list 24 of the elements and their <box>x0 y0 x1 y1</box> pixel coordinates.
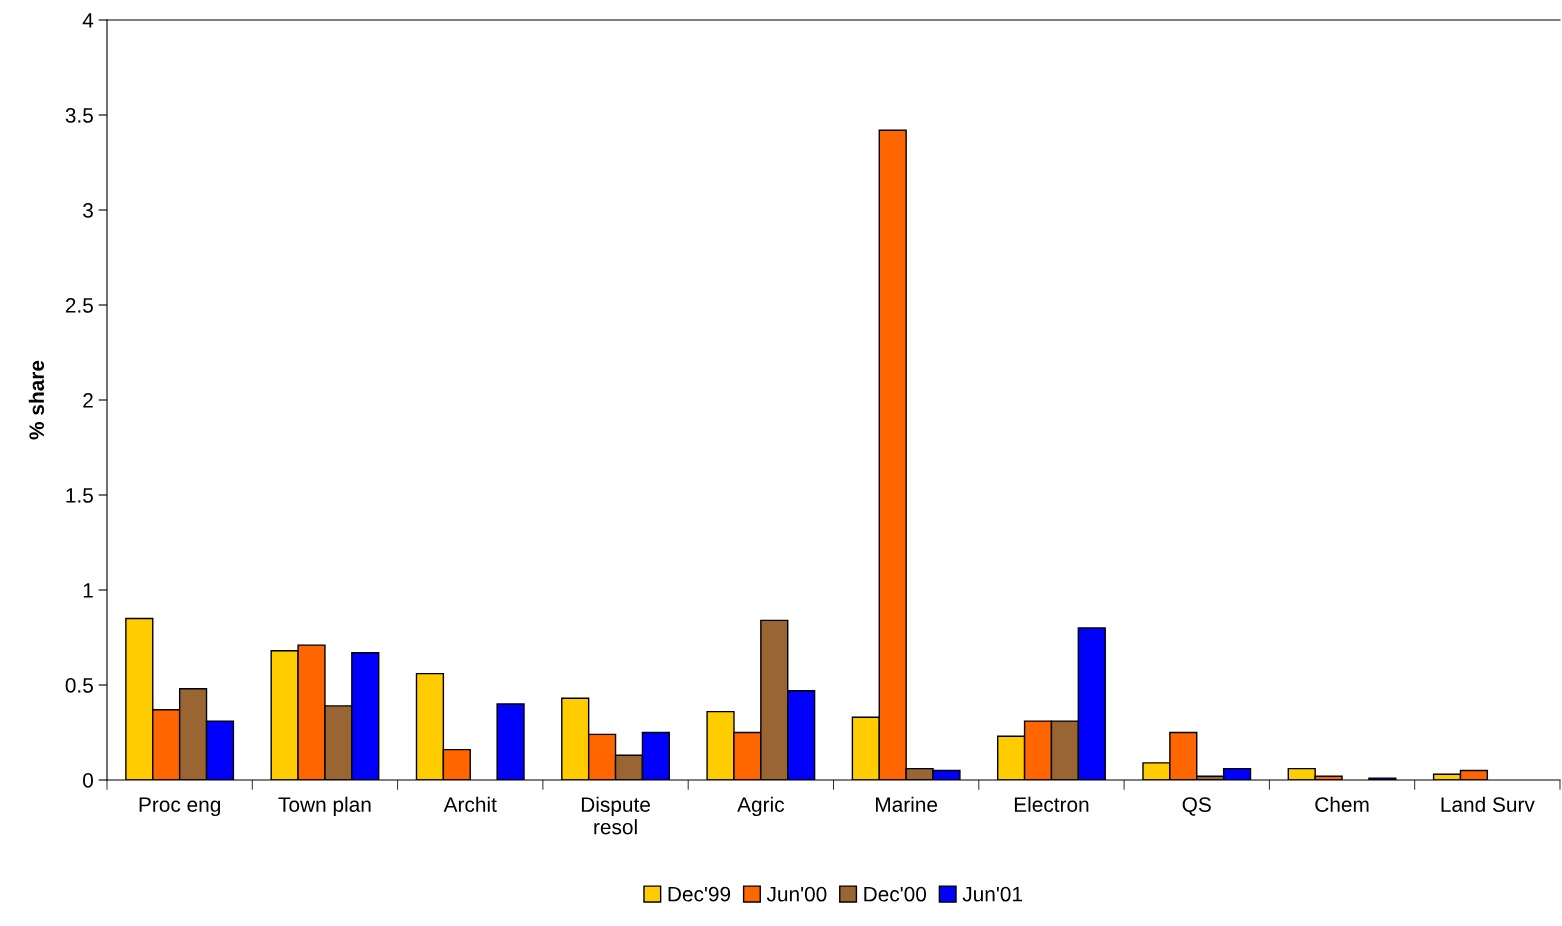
y-tick-label: 2 <box>83 393 93 408</box>
legend-label: Dec'00 <box>864 886 927 902</box>
x-tick-label: Archit <box>443 796 497 812</box>
y-tick-label: 2.5 <box>65 298 93 313</box>
x-tick-label: Proc eng <box>139 797 220 817</box>
x-tick-label: QS <box>1182 797 1211 816</box>
y-tick-label: 3.5 <box>65 108 93 123</box>
x-tick-label: Marine <box>876 796 938 812</box>
y-tick-label: 1 <box>83 583 93 598</box>
x-tick-label: Town plan <box>278 796 371 817</box>
x-tick-label: Chem <box>1315 796 1369 812</box>
y-tick-label: 1.5 <box>66 488 93 503</box>
x-tick-label: Dispute resol <box>581 796 650 835</box>
legend-label: Dec'99 <box>668 886 731 902</box>
x-tick-label: Agric <box>737 796 785 817</box>
x-tick-label: Electron <box>1014 796 1089 812</box>
legend-label: Jun'00 <box>766 886 827 902</box>
y-axis-title: % share <box>28 360 45 440</box>
y-tick-label: 3 <box>83 203 93 218</box>
y-tick-label: 0 <box>83 773 93 788</box>
y-tick-label: 0.5 <box>65 678 93 693</box>
x-tick-label: Land Surv <box>1441 796 1535 812</box>
y-tick-label: 4 <box>82 13 94 28</box>
legend-label: Jun'01 <box>962 886 1022 902</box>
